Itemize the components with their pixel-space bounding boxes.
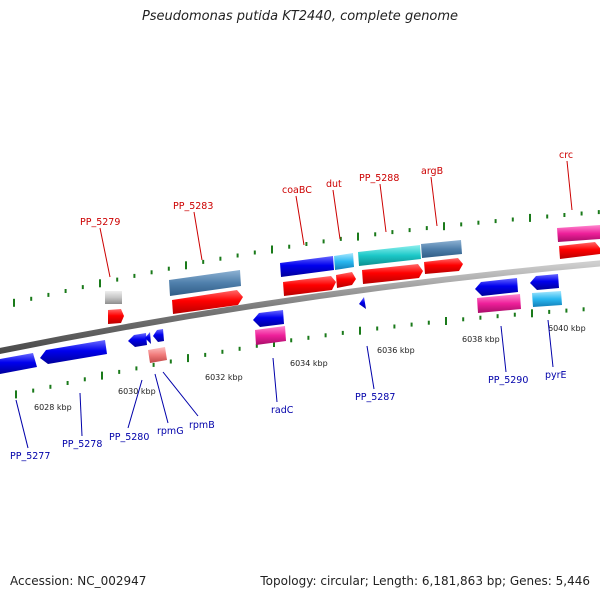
inner-tick-row	[15, 307, 585, 399]
gene-label-coabc: coaBC	[282, 185, 312, 196]
gene-label-pp5283: PP_5283	[173, 201, 213, 212]
gene-arrow-radc	[253, 310, 284, 327]
gene-arrow-dut	[336, 272, 356, 288]
kbp-label-6040: 6040 kbp	[548, 324, 586, 333]
gene-arrow-argb	[424, 258, 463, 274]
gene-bar-argb	[421, 240, 462, 258]
gene-label-rpmb: rpmB	[189, 420, 215, 431]
gene-label-pp5288: PP_5288	[359, 173, 399, 184]
gene-arrow-pp5283	[172, 290, 243, 314]
genome-backbone	[0, 260, 600, 355]
minus-strand-features	[0, 274, 562, 374]
gene-arrow-pp5290	[475, 278, 518, 296]
gene-bar-dut-cyan	[334, 253, 354, 270]
gene-label-radc: radC	[271, 405, 294, 416]
gene-arrow-pp5280	[128, 333, 147, 347]
gene-bar-pp5279-gray	[105, 291, 122, 304]
map-title: Pseudomonas putida KT2440, complete geno…	[141, 9, 459, 24]
gene-arrow-pp5278	[40, 340, 107, 364]
gene-arrow-crc	[559, 242, 600, 259]
kbp-label-6036: 6036 kbp	[377, 346, 415, 355]
minus-gene-labels: PP_5277 PP_5278 PP_5280 rpmG rpmB radC P…	[10, 370, 567, 462]
gene-bar-pp5283	[169, 270, 241, 296]
gene-arrow-pp5277	[0, 353, 37, 374]
gene-label-dut: dut	[326, 179, 342, 190]
gene-label-argb: argB	[421, 166, 443, 177]
gene-arrow-rpmb	[153, 329, 164, 342]
gene-bar-rpmb-salmon	[148, 347, 167, 363]
kbp-label-6038: 6038 kbp	[462, 335, 500, 344]
gene-bar-crc	[557, 225, 600, 242]
accession-text: Accession: NC_002947	[10, 574, 147, 588]
outer-tick-row	[13, 210, 600, 307]
minus-leader-lines	[15, 319, 554, 449]
gene-bar-radc	[255, 326, 286, 345]
gene-arrow-rpmg	[145, 332, 151, 344]
gene-bar-pp5288	[358, 245, 421, 266]
kbp-label-6032: 6032 kbp	[205, 373, 243, 382]
kbp-label-6028: 6028 kbp	[34, 403, 72, 412]
kbp-label-6030: 6030 kbp	[118, 387, 156, 396]
gene-bar-pyre	[532, 291, 562, 307]
gene-arrow-pp5279	[108, 309, 124, 324]
gene-label-pyre: pyrE	[545, 370, 567, 381]
topology-text: Topology: circular; Length: 6,181,863 bp…	[260, 574, 590, 588]
gene-label-pp5290: PP_5290	[488, 375, 528, 386]
gene-arrow-pp5288	[362, 264, 423, 284]
gene-label-pp5278: PP_5278	[62, 439, 102, 450]
kbp-labels: 6028 kbp 6030 kbp 6032 kbp 6034 kbp 6036…	[34, 324, 586, 412]
gene-arrow-coabc	[283, 276, 336, 296]
gene-arrow-pyre	[530, 274, 559, 290]
gene-arrow-pp5287	[359, 297, 366, 309]
gene-label-pp5277: PP_5277	[10, 451, 50, 462]
gene-label-rpmg: rpmG	[157, 426, 184, 437]
gene-label-pp5280: PP_5280	[109, 432, 149, 443]
gene-label-crc: crc	[559, 150, 573, 161]
kbp-label-6034: 6034 kbp	[290, 359, 328, 368]
gene-label-pp5279: PP_5279	[80, 217, 120, 228]
plus-strand-features	[105, 225, 600, 324]
plus-leader-lines	[99, 160, 573, 278]
gene-bar-coabc	[280, 256, 334, 277]
plus-gene-labels: PP_5279 PP_5283 coaBC dut PP_5288 argB c…	[80, 150, 573, 228]
gene-bar-pp5290	[477, 294, 521, 313]
gene-label-pp5287: PP_5287	[355, 392, 395, 403]
